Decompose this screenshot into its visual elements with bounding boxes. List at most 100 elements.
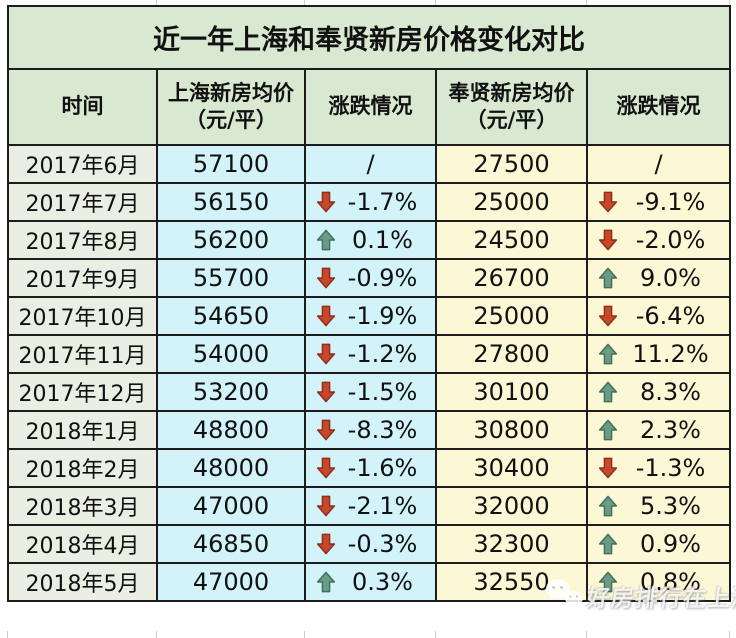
shanghai-change-cell: 0.1%: [304, 220, 437, 260]
trend-arrow-icon: [314, 228, 338, 252]
trend-arrow-icon: [314, 456, 338, 480]
shanghai-change-cell: -1.9%: [304, 296, 437, 336]
change-value: -8.3%: [347, 416, 418, 444]
trend-arrow-icon: [596, 342, 620, 366]
fengxian-change-cell: -2.0%: [585, 220, 732, 260]
shanghai-change-cell: -2.1%: [304, 486, 437, 526]
table-row: 2017年10月 54650 -1.9% 25000 -6.4%: [7, 296, 732, 336]
trend-arrow-icon: [314, 304, 338, 328]
col-header-shanghai-price-line2: （元/平）: [185, 108, 277, 132]
change-value: 5.3%: [640, 492, 701, 520]
shanghai-price-cell: 53200: [156, 372, 306, 412]
table-row: 2018年5月 47000 0.3% 32550 0.8%: [7, 562, 732, 602]
trend-arrow-icon: [314, 494, 338, 518]
trend-arrow-icon: [596, 190, 620, 214]
fengxian-price-cell: 25000: [435, 296, 588, 336]
shanghai-price-cell: 47000: [156, 486, 306, 526]
table-row: 2018年3月 47000 -2.1% 32000 5.3%: [7, 486, 732, 526]
shanghai-price-cell: 56150: [156, 182, 306, 222]
column-header-row: 时间 上海新房均价 （元/平） 涨跌情况 奉贤新房均价 （元/平） 涨跌情况: [7, 68, 732, 146]
shanghai-change-cell: 0.3%: [304, 562, 437, 602]
fengxian-price-cell: 30400: [435, 448, 588, 488]
trend-arrow-icon: [596, 228, 620, 252]
fengxian-change-cell: 8.3%: [585, 372, 732, 412]
shanghai-change-cell: -1.2%: [304, 334, 437, 374]
change-value: -2.1%: [347, 492, 418, 520]
fengxian-change-cell: /: [585, 144, 732, 184]
month-cell: 2018年2月: [7, 448, 158, 488]
trend-arrow-icon: [314, 266, 338, 290]
watermark-text: 好房排行在上海: [585, 586, 736, 612]
fengxian-price-cell: 27800: [435, 334, 588, 374]
fengxian-price-cell: 27500: [435, 144, 588, 184]
month-cell: 2017年8月: [7, 220, 158, 260]
trend-arrow-icon: [314, 190, 338, 214]
month-cell: 2017年7月: [7, 182, 158, 222]
trend-arrow-icon: [596, 532, 620, 556]
change-value: -0.9%: [347, 264, 418, 292]
shanghai-change-cell: -8.3%: [304, 410, 437, 450]
trend-arrow-icon: [314, 532, 338, 556]
trend-arrow-icon: [596, 456, 620, 480]
change-value: -1.7%: [347, 188, 418, 216]
change-value: 0.8%: [640, 568, 701, 596]
change-value: -1.5%: [347, 378, 418, 406]
fengxian-price-cell: 32000: [435, 486, 588, 526]
month-cell: 2018年3月: [7, 486, 158, 526]
col-header-time: 时间: [7, 68, 158, 146]
month-cell: 2017年12月: [7, 372, 158, 412]
trend-arrow-icon: [314, 570, 338, 594]
change-value: -1.3%: [635, 454, 706, 482]
watermark: 好房排行在上海: [544, 577, 736, 615]
trend-arrow-icon: [596, 304, 620, 328]
shanghai-price-cell: 48000: [156, 448, 306, 488]
change-value: /: [366, 150, 375, 178]
month-cell: 2018年4月: [7, 524, 158, 564]
gridline: [156, 631, 157, 638]
change-value: /: [654, 150, 663, 178]
gridline: [586, 0, 587, 5]
fengxian-change-cell: -9.1%: [585, 182, 732, 222]
table-row: 2017年11月 54000 -1.2% 27800 11.2%: [7, 334, 732, 374]
title-row: 近一年上海和奉贤新房价格变化对比: [6, 5, 732, 70]
change-value: 11.2%: [632, 340, 709, 368]
fengxian-change-cell: -6.4%: [585, 296, 732, 336]
shanghai-change-cell: /: [304, 144, 437, 184]
wechat-bubbles-icon: [544, 577, 584, 615]
trend-arrow-icon: [314, 418, 338, 442]
table-row: 2017年7月 56150 -1.7% 25000 -9.1%: [7, 182, 732, 222]
shanghai-price-cell: 55700: [156, 258, 306, 298]
change-value: -9.1%: [635, 188, 706, 216]
shanghai-price-cell: 57100: [156, 144, 306, 184]
trend-arrow-icon: [314, 342, 338, 366]
change-value: -1.6%: [347, 454, 418, 482]
fengxian-price-cell: 24500: [435, 220, 588, 260]
change-value: 0.3%: [352, 568, 413, 596]
shanghai-price-cell: 56200: [156, 220, 306, 260]
shanghai-price-cell: 46850: [156, 524, 306, 564]
month-cell: 2017年9月: [7, 258, 158, 298]
trend-arrow-icon: [596, 418, 620, 442]
shanghai-change-cell: -0.9%: [304, 258, 437, 298]
change-value: 8.3%: [640, 378, 701, 406]
fengxian-change-cell: 5.3%: [585, 486, 732, 526]
shanghai-price-cell: 54650: [156, 296, 306, 336]
table-row: 2017年6月 57100 / 27500 /: [7, 144, 732, 184]
fengxian-price-cell: 25000: [435, 182, 588, 222]
gridline: [156, 0, 157, 5]
table-row: 2017年9月 55700 -0.9% 26700 9.0%: [7, 258, 732, 298]
trend-arrow-icon: [596, 266, 620, 290]
change-value: 2.3%: [640, 416, 701, 444]
month-cell: 2017年6月: [7, 144, 158, 184]
fengxian-price-cell: 30800: [435, 410, 588, 450]
gridline: [729, 631, 730, 638]
table-row: 2018年2月 48000 -1.6% 30400 -1.3%: [7, 448, 732, 488]
price-table-body: 2017年6月 57100 / 27500 / 2017年7月 5: [7, 144, 732, 602]
month-cell: 2017年10月: [7, 296, 158, 336]
table-row: 2018年4月 46850 -0.3% 32300 0.9%: [7, 524, 732, 564]
fengxian-change-cell: -1.3%: [585, 448, 732, 488]
shanghai-change-cell: -1.7%: [304, 182, 437, 222]
gridline: [435, 0, 436, 5]
col-header-shanghai-change: 涨跌情况: [304, 68, 437, 146]
fengxian-change-cell: 9.0%: [585, 258, 732, 298]
